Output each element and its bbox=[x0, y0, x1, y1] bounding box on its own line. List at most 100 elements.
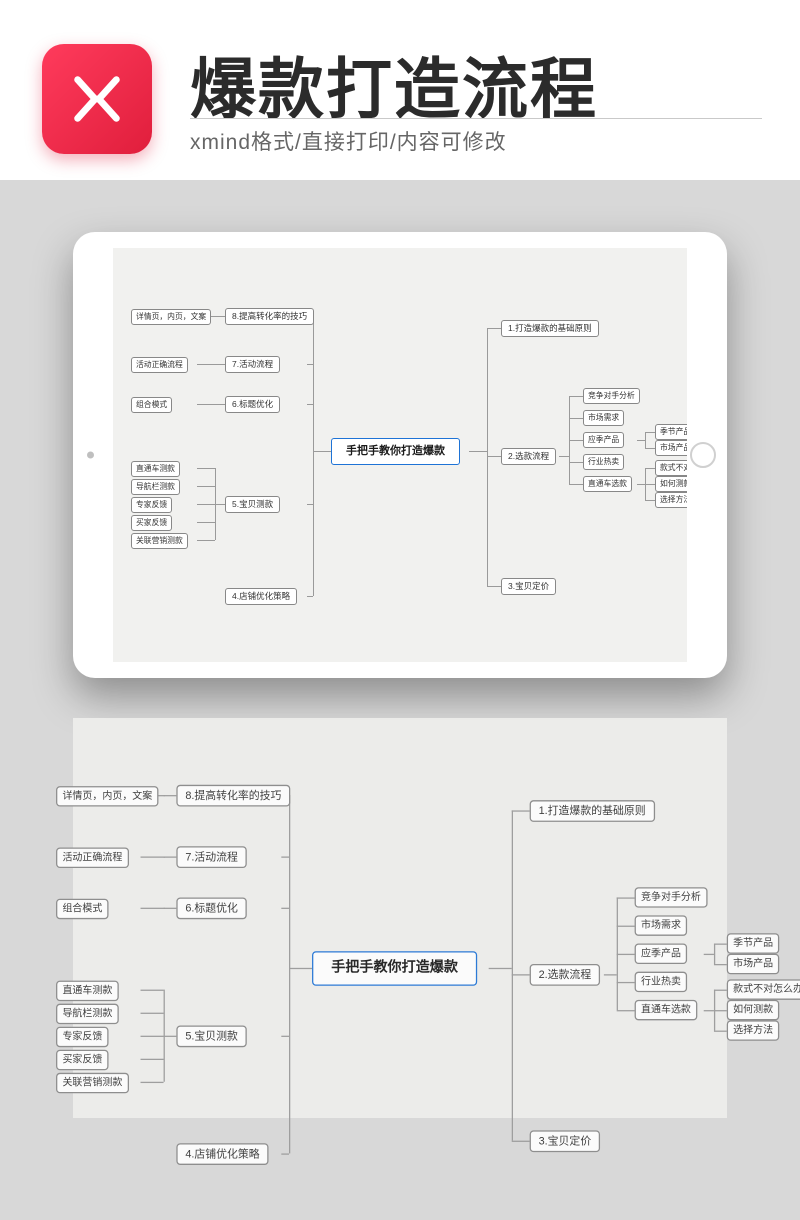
mindmap-node: 直通车测款 bbox=[131, 461, 180, 477]
connector bbox=[215, 364, 216, 365]
mindmap-node: 7.活动流程 bbox=[225, 356, 280, 373]
mindmap-node: 关联营销测款 bbox=[131, 533, 188, 549]
mindmap-node: 直通车选款 bbox=[635, 1000, 698, 1020]
connector bbox=[617, 1010, 635, 1011]
connector bbox=[289, 968, 312, 969]
mindmap-node: 市场需求 bbox=[583, 410, 624, 426]
mindmap-node: 款式不对怎么办 bbox=[655, 460, 687, 476]
connector bbox=[559, 456, 569, 457]
tablet-mockup: 手把手教你打造爆款8.提高转化率的技巧7.活动流程6.标题优化5.宝贝测款4.店… bbox=[73, 232, 727, 678]
connector bbox=[569, 484, 583, 485]
mindmap-node: 市场产品 bbox=[655, 440, 687, 456]
connector bbox=[569, 396, 583, 397]
mindmap-node: 导航栏测款 bbox=[56, 1004, 119, 1024]
connector bbox=[645, 500, 655, 501]
connector bbox=[164, 1036, 177, 1037]
connector bbox=[215, 404, 216, 405]
connector bbox=[469, 451, 487, 452]
connector bbox=[164, 908, 177, 909]
connector bbox=[307, 504, 313, 505]
connector bbox=[512, 974, 530, 975]
connector bbox=[645, 432, 655, 433]
connector bbox=[141, 1082, 164, 1083]
connector bbox=[281, 1036, 289, 1037]
mindmap-node: 8.提高转化率的技巧 bbox=[176, 785, 290, 807]
connector bbox=[289, 795, 290, 1153]
mindmap-node: 关联营销测款 bbox=[56, 1073, 129, 1093]
connector bbox=[714, 990, 727, 991]
mindmap: 手把手教你打造爆款8.提高转化率的技巧7.活动流程6.标题优化5.宝贝测款4.店… bbox=[113, 248, 687, 662]
connector bbox=[281, 1153, 289, 1154]
connector bbox=[313, 451, 331, 452]
connector bbox=[164, 856, 177, 857]
mindmap-node: 专家反馈 bbox=[56, 1027, 109, 1047]
xmind-logo bbox=[42, 44, 152, 154]
mindmap-node: 2.选款流程 bbox=[530, 964, 601, 986]
mindmap-node: 行业热卖 bbox=[635, 972, 688, 992]
mindmap-node: 竞争对手分析 bbox=[583, 388, 640, 404]
mindmap-node: 应季产品 bbox=[635, 944, 688, 964]
mindmap-node: 如何测款 bbox=[727, 1000, 780, 1020]
connector bbox=[197, 364, 215, 365]
mindmap-node: 季节产品 bbox=[727, 933, 780, 953]
mindmap-node: 4.店铺优化策略 bbox=[225, 588, 297, 605]
connector bbox=[164, 908, 165, 909]
mindmap-node: 市场产品 bbox=[727, 954, 780, 974]
xmind-icon bbox=[66, 68, 128, 130]
connector bbox=[637, 440, 645, 441]
connector bbox=[645, 468, 655, 469]
connector bbox=[197, 540, 215, 541]
mindmap-node: 直通车选款 bbox=[583, 476, 632, 492]
connector bbox=[487, 586, 501, 587]
connector bbox=[215, 404, 225, 405]
connector bbox=[714, 1010, 727, 1011]
connector bbox=[215, 468, 216, 540]
connector bbox=[714, 944, 727, 945]
connector bbox=[164, 795, 165, 796]
mindmap-node: 行业热卖 bbox=[583, 454, 624, 470]
connector bbox=[141, 908, 164, 909]
connector bbox=[714, 964, 727, 965]
mindmap-reflection: 手把手教你打造爆款8.提高转化率的技巧7.活动流程6.标题优化5.宝贝测款4.店… bbox=[33, 708, 800, 1220]
mindmap-node: 应季产品 bbox=[583, 432, 624, 448]
mindmap-node: 6.标题优化 bbox=[225, 396, 280, 413]
connector bbox=[215, 364, 225, 365]
mindmap-node: 买家反馈 bbox=[56, 1050, 109, 1070]
connector bbox=[569, 462, 583, 463]
connector bbox=[617, 897, 635, 898]
mindmap-node: 竞争对手分析 bbox=[635, 887, 708, 907]
connector bbox=[141, 1036, 164, 1037]
mindmap-node: 手把手教你打造爆款 bbox=[312, 951, 477, 985]
mindmap-node: 组合模式 bbox=[56, 899, 109, 919]
mindmap-node: 1.打造爆款的基础原则 bbox=[530, 800, 655, 822]
mindmap-node: 2.选款流程 bbox=[501, 448, 556, 465]
mindmap-node: 手把手教你打造爆款 bbox=[331, 438, 460, 465]
connector bbox=[281, 856, 289, 857]
page-subtitle: xmind格式/直接打印/内容可修改 bbox=[190, 126, 507, 156]
connector bbox=[645, 484, 655, 485]
connector bbox=[569, 440, 583, 441]
connector bbox=[215, 316, 225, 317]
connector bbox=[307, 364, 313, 365]
connector bbox=[617, 926, 635, 927]
connector bbox=[197, 404, 215, 405]
connector bbox=[487, 328, 488, 586]
mindmap-node: 详情页，内页，文案 bbox=[131, 309, 211, 325]
mindmap-node: 6.标题优化 bbox=[176, 897, 247, 919]
connector bbox=[197, 504, 215, 505]
connector bbox=[645, 432, 646, 448]
connector bbox=[487, 328, 501, 329]
mindmap-node: 导航栏测款 bbox=[131, 479, 180, 495]
connector bbox=[489, 968, 512, 969]
tablet-screen: 手把手教你打造爆款8.提高转化率的技巧7.活动流程6.标题优化5.宝贝测款4.店… bbox=[113, 248, 687, 662]
connector bbox=[164, 990, 165, 1082]
mindmap-node: 如何测款 bbox=[655, 476, 687, 492]
connector bbox=[512, 1141, 530, 1142]
connector bbox=[281, 908, 289, 909]
connector bbox=[164, 795, 177, 796]
mindmap-node: 5.宝贝测款 bbox=[176, 1025, 247, 1047]
mindmap-node: 专家反馈 bbox=[131, 497, 172, 513]
connector bbox=[704, 1010, 714, 1011]
connector bbox=[604, 974, 617, 975]
connector bbox=[307, 404, 313, 405]
